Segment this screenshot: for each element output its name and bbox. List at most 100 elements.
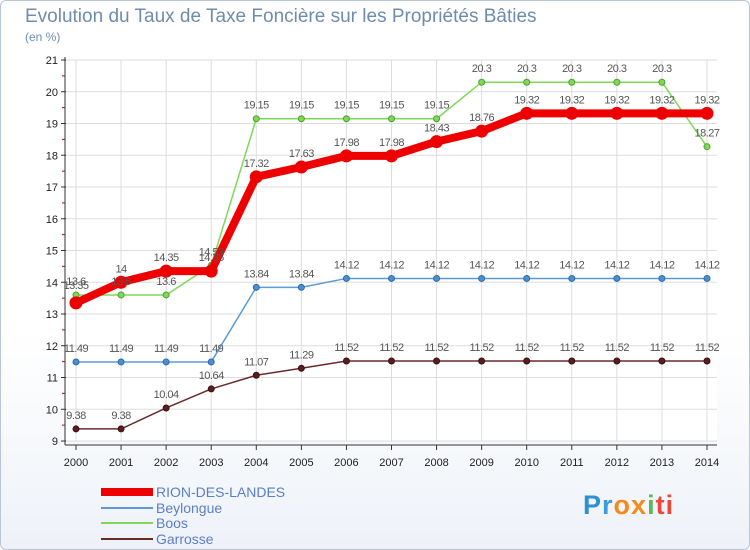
data-label-garrosse: 11.52 [515, 342, 540, 354]
data-point-boos [117, 291, 125, 299]
data-label-boos: 19.15 [244, 100, 269, 112]
data-label-garrosse: 11.07 [244, 356, 269, 368]
data-point-boos [703, 143, 711, 151]
data-label-beylongue: 11.49 [109, 343, 134, 355]
data-point-beylongue [388, 274, 395, 282]
x-tick-label: 2002 [154, 457, 178, 469]
data-label-beylongue: 14.12 [424, 259, 449, 271]
data-label-rion-des-landes: 19.32 [604, 94, 629, 106]
y-tick-label: 11 [47, 373, 58, 385]
data-label-garrosse: 11.52 [560, 342, 585, 354]
data-label-boos: 20.3 [517, 63, 537, 75]
data-point-beylongue [297, 283, 305, 291]
data-point-garrosse [568, 357, 576, 365]
data-label-boos: 20.3 [652, 63, 672, 75]
x-tick-label: 2011 [560, 457, 584, 469]
data-point-rion-des-landes [520, 106, 534, 120]
chart-unit-label: (en %) [25, 30, 61, 44]
data-point-beylongue [207, 358, 215, 366]
data-label-rion-des-landes: 17.98 [334, 137, 359, 149]
data-label-rion-des-landes: 18.76 [469, 112, 494, 124]
proxiti-logo: Proxiti [583, 490, 674, 521]
data-label-garrosse: 11.52 [334, 342, 359, 354]
data-point-boos [433, 115, 441, 123]
legend-swatch-boos [101, 522, 153, 524]
data-label-garrosse: 11.29 [289, 349, 314, 361]
gridlines [66, 59, 717, 442]
x-tick-label: 2000 [64, 457, 88, 469]
data-label-boos: 18.27 [694, 128, 719, 140]
data-point-garrosse [433, 357, 441, 365]
data-point-garrosse [703, 357, 711, 365]
data-label-beylongue: 14.12 [649, 259, 674, 271]
data-point-boos [388, 115, 395, 123]
data-label-beylongue: 14.12 [514, 259, 539, 271]
data-label-garrosse: 11.52 [470, 342, 495, 354]
legend-label-boos: Boos [156, 515, 188, 531]
data-label-boos: 13.6 [111, 276, 131, 288]
data-label-beylongue: 11.49 [199, 343, 224, 355]
data-point-garrosse [297, 364, 305, 372]
data-point-rion-des-landes [204, 264, 218, 278]
chart-title: Evolution du Taux de Taxe Foncière sur l… [25, 6, 537, 27]
data-point-boos [613, 78, 621, 86]
data-label-beylongue: 14.12 [604, 259, 629, 271]
data-point-boos [658, 78, 666, 86]
data-point-rion-des-landes [565, 106, 579, 120]
data-point-rion-des-landes [339, 149, 353, 163]
data-point-beylongue [117, 358, 125, 366]
data-label-beylongue: 13.84 [289, 268, 314, 280]
legend: RION-DES-LANDES Beylongue Boos Garrosse [101, 485, 341, 547]
data-label-garrosse: 10.04 [154, 389, 179, 401]
data-label-rion-des-landes: 14.35 [199, 252, 224, 264]
data-label-beylongue: 14.12 [694, 259, 719, 271]
data-point-beylongue [162, 358, 170, 366]
x-tick-label: 2003 [199, 457, 223, 469]
data-label-beylongue: 13.84 [244, 268, 269, 280]
data-point-garrosse [162, 404, 170, 412]
logo-letter: o [613, 490, 632, 520]
data-point-rion-des-landes [159, 264, 173, 278]
data-point-rion-des-landes [610, 106, 624, 120]
y-tick-label: 15 [46, 246, 58, 258]
x-tick-label: 2001 [109, 457, 133, 469]
data-label-rion-des-landes: 19.32 [694, 94, 719, 106]
data-label-boos: 19.15 [379, 100, 404, 112]
data-label-garrosse: 9.38 [111, 410, 131, 422]
legend-label-rion: RION-DES-LANDES [156, 484, 286, 500]
x-tick-label: 2010 [514, 457, 538, 469]
legend-label-garrosse: Garrosse [156, 530, 214, 547]
data-point-beylongue [523, 274, 531, 282]
data-label-boos: 20.3 [607, 63, 627, 75]
logo-letter: ti [655, 490, 675, 520]
legend-swatch-garrosse [101, 537, 153, 540]
data-point-boos [162, 291, 170, 299]
x-tick-label: 2014 [695, 457, 719, 469]
y-tick-label: 13 [46, 309, 58, 321]
data-label-garrosse: 9.38 [66, 410, 86, 422]
logo-letter: P [583, 490, 603, 520]
data-label-boos: 19.15 [289, 100, 314, 112]
data-label-rion-des-landes: 18.43 [424, 123, 449, 135]
y-tick-label: 21 [46, 55, 58, 67]
data-label-garrosse: 10.64 [199, 370, 224, 382]
y-tick-label: 18 [46, 150, 58, 162]
x-tick-label: 2005 [289, 457, 313, 469]
y-tick-label: 20 [46, 87, 58, 99]
data-point-rion-des-landes [385, 149, 398, 163]
data-point-garrosse [72, 425, 80, 433]
data-point-beylongue [433, 274, 441, 282]
data-label-boos: 13.6 [66, 276, 86, 288]
data-point-rion-des-landes [655, 106, 669, 120]
x-tick-label: 2013 [650, 457, 674, 469]
data-point-garrosse [658, 357, 666, 365]
data-point-rion-des-landes [114, 275, 128, 289]
data-label-rion-des-landes: 19.32 [514, 94, 539, 106]
data-point-boos [252, 115, 260, 123]
data-point-garrosse [478, 357, 486, 365]
y-tick-label: 16 [46, 214, 58, 226]
data-point-rion-des-landes [249, 170, 263, 184]
logo-letter: r [602, 490, 614, 520]
data-label-beylongue: 14.12 [379, 259, 404, 271]
data-point-rion-des-landes [700, 106, 714, 120]
